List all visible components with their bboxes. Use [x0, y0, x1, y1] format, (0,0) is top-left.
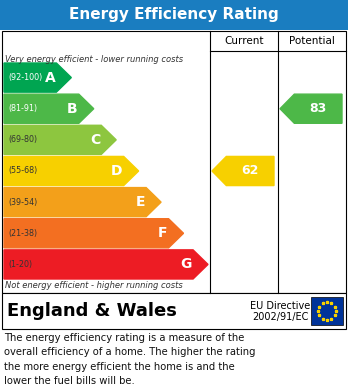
Polygon shape: [4, 219, 183, 248]
Text: F: F: [158, 226, 168, 240]
Text: D: D: [111, 164, 123, 178]
Polygon shape: [4, 94, 94, 123]
Polygon shape: [4, 188, 161, 217]
Text: EU Directive: EU Directive: [250, 301, 311, 310]
Text: (21-38): (21-38): [8, 229, 37, 238]
Text: (1-20): (1-20): [8, 260, 32, 269]
Text: A: A: [45, 70, 55, 84]
Text: C: C: [90, 133, 100, 147]
Text: B: B: [67, 102, 78, 116]
Bar: [2, 31, 346, 293]
Text: (81-91): (81-91): [8, 104, 37, 113]
Text: (69-80): (69-80): [8, 135, 37, 144]
Text: Energy Efficiency Rating: Energy Efficiency Rating: [69, 7, 279, 23]
Polygon shape: [212, 156, 274, 186]
Text: England & Wales: England & Wales: [7, 302, 177, 320]
Text: 83: 83: [309, 102, 327, 115]
Bar: [311, 297, 343, 325]
Polygon shape: [4, 156, 139, 186]
Text: (55-68): (55-68): [8, 167, 37, 176]
Bar: [0, 0, 348, 30]
Bar: [2, 293, 346, 329]
Text: E: E: [136, 195, 145, 209]
Text: 62: 62: [242, 165, 259, 178]
Text: (92-100): (92-100): [8, 73, 42, 82]
Text: G: G: [181, 257, 192, 271]
Text: Potential: Potential: [289, 36, 335, 46]
Text: The energy efficiency rating is a measure of the
overall efficiency of a home. T: The energy efficiency rating is a measur…: [4, 333, 255, 386]
Text: Very energy efficient - lower running costs: Very energy efficient - lower running co…: [5, 54, 183, 63]
Text: Not energy efficient - higher running costs: Not energy efficient - higher running co…: [5, 282, 183, 291]
Text: (39-54): (39-54): [8, 197, 37, 206]
Text: Current: Current: [224, 36, 264, 46]
Polygon shape: [280, 94, 342, 123]
Polygon shape: [4, 250, 208, 279]
Text: 2002/91/EC: 2002/91/EC: [252, 312, 309, 323]
Polygon shape: [4, 63, 71, 92]
Polygon shape: [4, 125, 116, 154]
